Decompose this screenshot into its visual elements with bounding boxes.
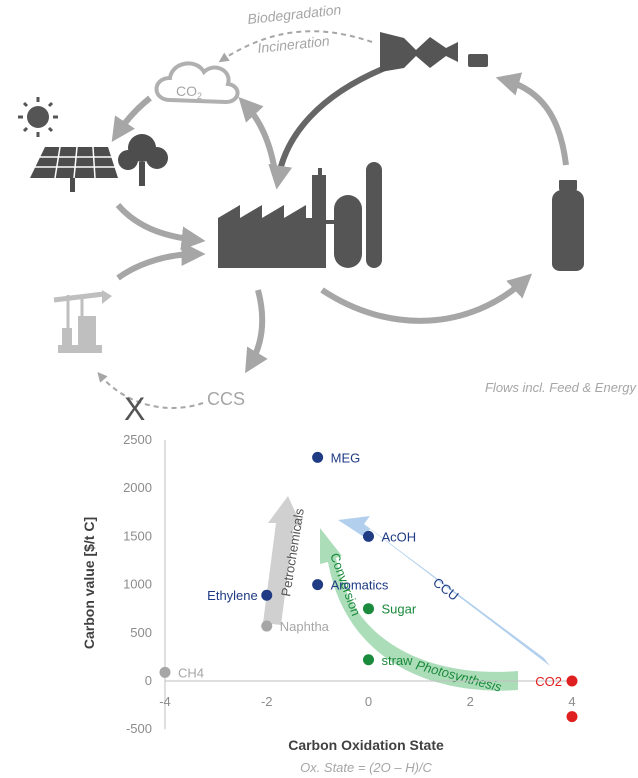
chart-points: MEG AcOH Aromatics Ethylene Sugar straw Naphth… [159, 450, 578, 723]
y-tick-label: 1000 [123, 577, 152, 592]
carbon-cycle: Biodegradation Incineration CO2 [18, 1, 637, 427]
y-tick-label: 1500 [123, 528, 152, 543]
oil-pump-icon [53, 290, 112, 353]
conversion-arrow [320, 528, 518, 691]
x-tick-label: 4 [568, 694, 575, 709]
data-point [363, 654, 374, 666]
biodegradation-label: Biodegradation [247, 1, 343, 27]
ccu-label: CCU [430, 575, 461, 604]
data-point [363, 530, 374, 542]
y-tick-label: -500 [126, 721, 152, 736]
data-point [566, 675, 578, 687]
cloud-icon: CO2 [154, 61, 240, 105]
y-axis-title: Carbon value [$/t C] [81, 517, 97, 649]
x-tick-label: 0 [365, 694, 372, 709]
ccu-arrow [338, 516, 550, 666]
flows-note: Flows incl. Feed & Energy [485, 380, 638, 395]
data-label: Naphtha [280, 619, 330, 634]
cloud-co2-label: CO2 [176, 83, 202, 101]
data-point [261, 589, 273, 601]
x-tick-label: -2 [261, 694, 273, 709]
scatter-chart: Petrochemicals CCU Conversion Photosynth… [81, 432, 578, 775]
x-tick-label: 2 [467, 694, 474, 709]
petrochemicals-arrow [263, 496, 302, 625]
data-point [312, 451, 324, 463]
factory-to-cloud-arrow [238, 96, 278, 173]
x-tick-label: -4 [159, 694, 171, 709]
factory-to-bottle-arrow [320, 273, 533, 324]
factory-to-ccs-arrow [245, 289, 268, 374]
bottle-icon [552, 180, 584, 271]
y-tick-label: 500 [130, 625, 152, 640]
y-tick-label: 0 [145, 673, 152, 688]
x-axis-title: Carbon Oxidation State [288, 737, 444, 753]
chart-axes: 2500 2000 1500 1000 500 0 -500 -4 -2 0 2 4 [123, 432, 576, 736]
ccs-label: CCS [207, 389, 245, 409]
data-label: Aromatics [331, 578, 389, 593]
data-label: MEG [331, 450, 361, 465]
crushed-bottle-icon [380, 32, 488, 72]
y-tick-label: 2500 [123, 432, 152, 447]
bottle-to-waste-arrow [495, 72, 569, 166]
data-label: straw [382, 653, 414, 668]
data-point [566, 711, 578, 723]
tree-icon [118, 134, 168, 186]
solar-to-factory-arrow [115, 203, 206, 251]
oil-to-factory-arrow [116, 242, 206, 281]
x-mark: X [124, 391, 145, 427]
data-label: Ethylene [207, 588, 258, 603]
incineration-label: Incineration [257, 32, 331, 56]
data-point [261, 620, 273, 632]
data-label: AcOH [382, 529, 417, 544]
data-point [363, 603, 374, 615]
data-label: CH4 [178, 665, 204, 680]
data-point [312, 579, 324, 591]
ccs-to-oil-arrow [97, 371, 204, 409]
bottle-waste-to-factory-arrow [268, 65, 387, 190]
solar-panel-icon [30, 146, 118, 192]
data-label: Sugar [382, 602, 417, 617]
cloud-to-solar-arrow [111, 95, 152, 142]
y-tick-label: 2000 [123, 480, 152, 495]
factory-icon [218, 162, 382, 268]
formula-note: Ox. State = (2O – H)/C [300, 760, 432, 775]
sun-icon [18, 97, 58, 137]
data-label: CO2 [535, 674, 562, 689]
data-point [159, 666, 171, 678]
